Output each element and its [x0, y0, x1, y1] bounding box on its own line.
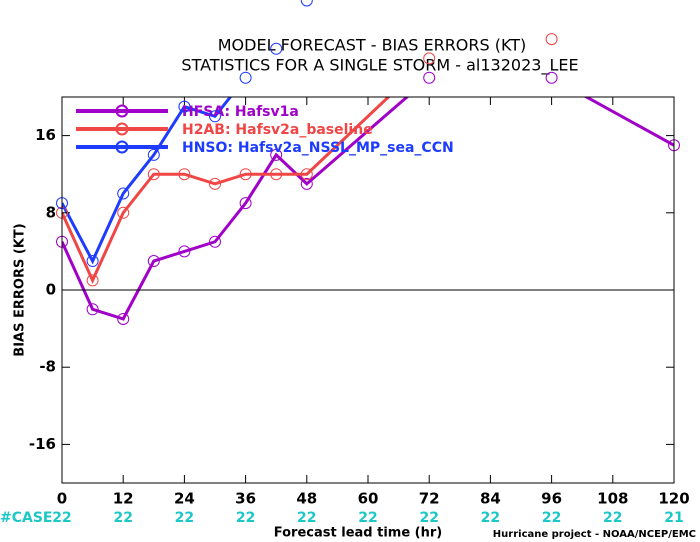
series-marker — [423, 52, 436, 65]
legend-label: HFSA: Hafsv1a — [182, 104, 299, 120]
legend-marker — [115, 122, 129, 136]
series-marker — [117, 312, 130, 325]
case-count: 22 — [358, 510, 377, 526]
legend-label: HNSO: Hafsv2a_NSSL_MP_sea_CCN — [182, 140, 454, 156]
y-tick-label: 16 — [35, 126, 56, 144]
series-marker — [117, 187, 130, 200]
series-marker — [300, 168, 313, 181]
case-count: 22 — [52, 510, 71, 526]
case-count: 22 — [175, 510, 194, 526]
series-marker — [86, 274, 99, 287]
chart-subtitle: STATISTICS FOR A SINGLE STORM - al132023… — [181, 56, 578, 76]
series-line — [62, 97, 233, 265]
x-tick-label: 120 — [658, 490, 689, 508]
x-tick-label: 0 — [57, 490, 67, 508]
footer: Hurricane project - NOAA/NCEP/EMC — [493, 529, 696, 540]
series-marker — [423, 71, 436, 84]
series-marker — [117, 206, 130, 219]
series-marker — [239, 71, 252, 84]
series-marker — [209, 235, 221, 248]
legend-label: H2AB: Hafsv2a_baseline — [182, 122, 373, 138]
series-marker — [545, 33, 558, 46]
series-marker — [86, 303, 99, 316]
x-tick-label: 48 — [296, 490, 317, 508]
series-marker — [270, 42, 283, 55]
series-marker — [270, 168, 283, 181]
series-marker — [239, 168, 252, 181]
series-marker — [239, 197, 252, 210]
case-count: 22 — [113, 510, 132, 526]
series-marker — [147, 255, 160, 268]
x-tick-label: 108 — [597, 490, 628, 508]
case-count: 22 — [297, 510, 316, 526]
case-count: 22 — [419, 510, 438, 526]
y-tick-label: -8 — [39, 358, 56, 376]
series-line — [62, 97, 391, 284]
x-tick-label: 24 — [174, 490, 195, 508]
series-marker — [147, 168, 160, 181]
series-marker — [209, 177, 221, 190]
series-marker — [545, 71, 558, 84]
case-count: 21 — [664, 510, 683, 526]
x-axis-label: Forecast lead time (hr) — [274, 526, 442, 541]
case-count: 22 — [481, 510, 500, 526]
x-tick-label: 96 — [541, 490, 562, 508]
series-marker — [209, 110, 221, 123]
chart-title: MODEL FORECAST - BIAS ERRORS (KT) — [218, 36, 527, 55]
y-tick-label: 8 — [46, 203, 56, 221]
case-count: 22 — [236, 510, 255, 526]
series-marker — [178, 168, 191, 181]
series-marker — [178, 245, 191, 258]
x-tick-label: 72 — [419, 490, 440, 508]
plot-frame — [61, 96, 675, 484]
case-label: #CASE — [0, 510, 53, 526]
y-axis-label: BIAS ERRORS (KT) — [13, 223, 28, 356]
series-marker — [270, 148, 283, 161]
case-count: 22 — [542, 510, 561, 526]
x-tick-label: 36 — [235, 490, 256, 508]
case-count: 22 — [603, 510, 622, 526]
series-marker — [86, 255, 99, 268]
series-marker — [300, 0, 313, 7]
series-marker — [300, 177, 313, 190]
x-tick-label: 60 — [358, 490, 379, 508]
x-tick-label: 12 — [113, 490, 134, 508]
x-tick-label: 84 — [480, 490, 501, 508]
y-tick-label: 0 — [46, 281, 56, 299]
y-tick-label: -16 — [29, 435, 56, 453]
legend-marker — [115, 104, 129, 118]
series-marker — [178, 100, 191, 113]
series-marker — [147, 148, 160, 161]
legend-marker — [115, 140, 129, 154]
